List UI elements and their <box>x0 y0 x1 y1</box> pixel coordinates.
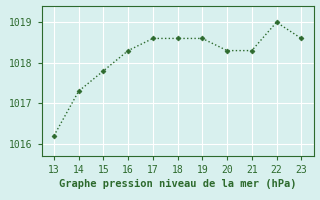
X-axis label: Graphe pression niveau de la mer (hPa): Graphe pression niveau de la mer (hPa) <box>59 179 296 189</box>
